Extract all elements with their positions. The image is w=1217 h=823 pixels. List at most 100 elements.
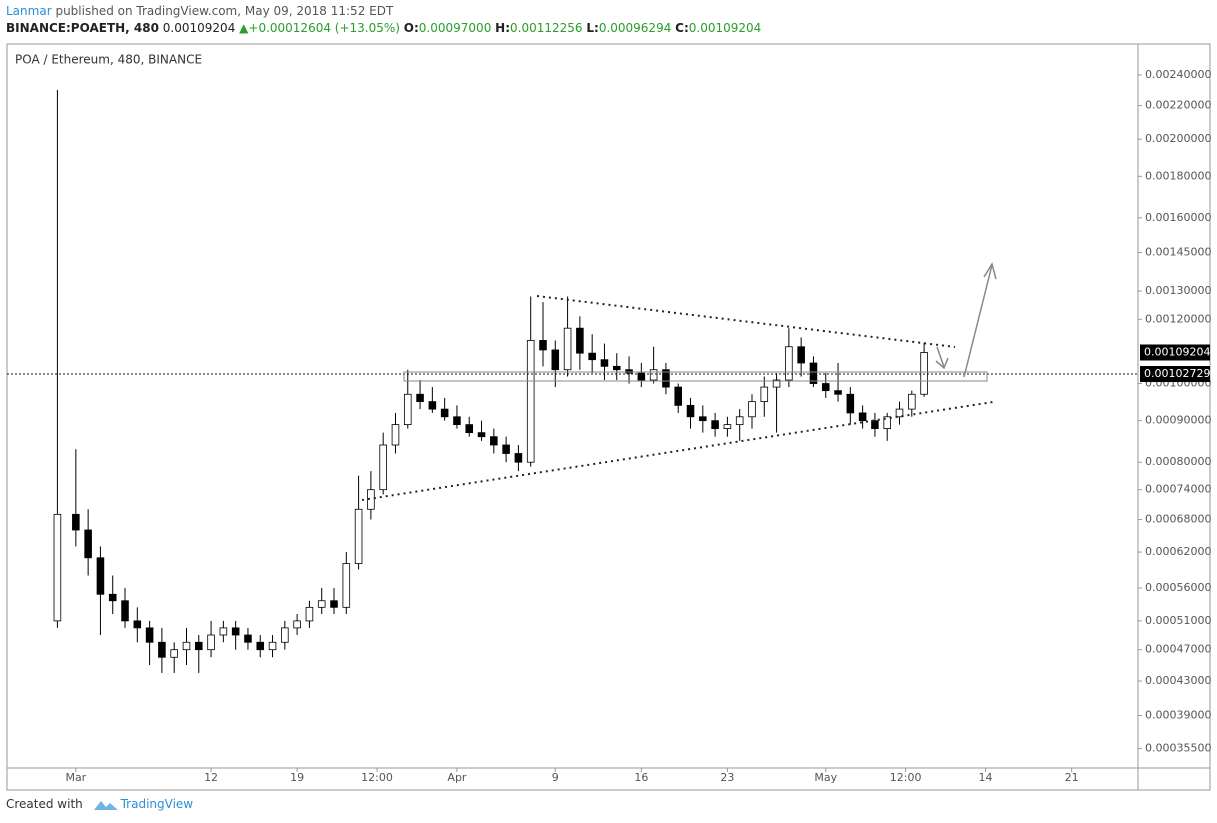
published: published on TradingView.com, May 09, 20…	[55, 4, 394, 18]
candle-body	[908, 393, 916, 410]
candle-body	[600, 359, 609, 367]
symbol-line: BINANCE:POAETH, 480 0.00109204 ▲+0.00012…	[6, 21, 761, 35]
symbol: BINANCE:POAETH, 480	[6, 21, 159, 35]
y-tick-label: 0.00062000	[1145, 545, 1211, 558]
candle-body	[342, 563, 351, 608]
tv-logo	[93, 800, 118, 810]
candle-body	[317, 600, 326, 608]
candle-body	[170, 649, 178, 658]
chart-frame	[6, 43, 1211, 791]
candle-body	[711, 420, 719, 429]
price-label-box	[1140, 366, 1210, 383]
candle-body	[834, 390, 842, 395]
arrow-head	[935, 357, 949, 370]
candle-body	[53, 513, 62, 622]
candle-body	[281, 627, 289, 643]
candle-body	[526, 340, 535, 463]
candle-body	[121, 600, 129, 622]
candle-body	[268, 641, 277, 651]
x-tick-label: 14	[979, 771, 993, 784]
y-tick-label: 0.00200000	[1145, 132, 1211, 145]
y-tick-label: 0.00220000	[1145, 99, 1211, 112]
y-tick-label: 0.00043000	[1145, 674, 1211, 687]
brand[interactable]: TradingView	[120, 797, 194, 811]
y-tick-label: 0.00068000	[1145, 512, 1211, 525]
last-price: 0.00109204	[162, 21, 236, 35]
close-value: 0.00109204	[688, 21, 762, 35]
candle-body	[625, 369, 633, 374]
footer: Created with TradingView	[6, 797, 193, 812]
y-tick-label: 0.00056000	[1145, 581, 1211, 594]
x-tick-label: Apr	[447, 771, 467, 784]
candle-body	[649, 369, 658, 381]
candle-body	[723, 424, 732, 429]
open-label: O:	[403, 21, 419, 35]
x-tick-label: 9	[552, 771, 559, 784]
y-tick-label: 0.00080000	[1145, 455, 1211, 468]
candle-body	[563, 327, 572, 371]
y-tick-label: 0.00145000	[1145, 246, 1211, 259]
y-tick-label: 0.00180000	[1145, 169, 1211, 182]
candle-body	[133, 620, 142, 629]
arrow	[936, 346, 945, 368]
low-label: L:	[586, 21, 599, 35]
x-tick-label: May	[814, 771, 837, 784]
candle-body	[551, 349, 560, 371]
candle-body	[244, 634, 252, 643]
plot-layer	[7, 89, 1138, 673]
candle-body	[612, 365, 621, 371]
candle-body	[453, 416, 461, 426]
candle-body	[231, 627, 240, 636]
x-tick-label: 21	[1065, 771, 1079, 784]
price-label: 0.00102729	[1144, 367, 1210, 380]
arrow-head	[983, 262, 997, 280]
y-tick-label: 0.00051000	[1145, 614, 1211, 627]
y-tick-label: 0.00035500	[1145, 742, 1211, 755]
up-triangle: ▲	[239, 21, 249, 35]
author[interactable]: Lanmar	[6, 4, 52, 18]
x-tick-label: 12:00	[890, 771, 922, 784]
candle-body	[96, 557, 105, 595]
x-tick-label: 12	[204, 771, 218, 784]
publish-line: Lanmar published on TradingView.com, May…	[6, 4, 393, 18]
candle-body	[662, 369, 670, 388]
candle-body	[391, 424, 400, 446]
trend-line	[361, 401, 994, 501]
zone-box	[403, 371, 988, 382]
y-tick-label: 0.00130000	[1145, 284, 1211, 297]
legend: POA / Ethereum, 480, BINANCE	[15, 53, 202, 67]
y-tick-label: 0.00120000	[1145, 312, 1211, 325]
candle-body	[219, 627, 228, 636]
x-tick-label: 23	[720, 771, 734, 784]
candle-body	[846, 393, 855, 414]
candle-body	[72, 513, 80, 531]
price-label: 0.00109204	[1144, 345, 1210, 358]
candle-body	[330, 600, 338, 608]
candle-body	[871, 420, 879, 429]
candle-body	[490, 436, 498, 446]
candle-body	[821, 383, 830, 392]
arrow	[963, 264, 993, 378]
y-tick-label: 0.00074000	[1145, 483, 1211, 496]
candle-body	[428, 401, 437, 410]
candle-body	[403, 393, 412, 426]
candle-body	[539, 340, 547, 351]
high-value: 0.00112256	[510, 21, 583, 35]
candle-body	[637, 372, 646, 381]
candle-body	[502, 444, 510, 454]
x-tick-label: 12:00	[361, 771, 393, 784]
candle-body	[207, 634, 215, 651]
candle-body	[379, 444, 387, 491]
y-tick-label: 0.00240000	[1145, 68, 1211, 81]
candle-body	[858, 412, 867, 422]
candle-body	[920, 352, 928, 395]
candle-body	[84, 529, 92, 559]
candle-body	[465, 424, 474, 434]
change: +0.00012604 (+13.05%)	[248, 21, 400, 35]
y-tick-label: 0.00047000	[1145, 643, 1211, 656]
candle-body	[293, 620, 301, 629]
candle-body	[699, 416, 707, 422]
price-label-box	[1140, 344, 1210, 361]
